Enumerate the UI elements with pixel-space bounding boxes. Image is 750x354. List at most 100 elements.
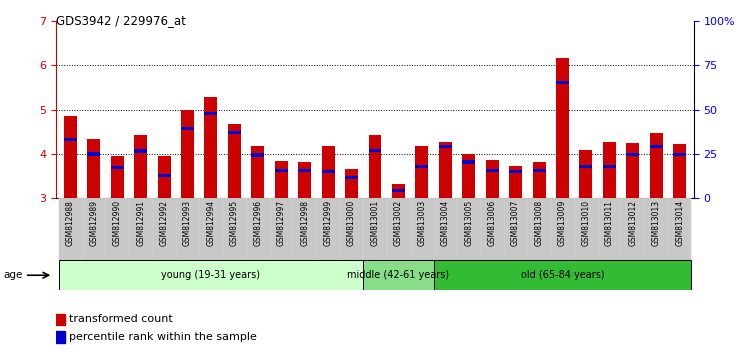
Bar bbox=[532, 169, 545, 172]
Bar bbox=[298, 161, 311, 198]
Bar bbox=[181, 127, 194, 130]
Bar bbox=[486, 160, 499, 198]
Bar bbox=[58, 260, 363, 290]
Bar bbox=[228, 124, 241, 198]
Bar bbox=[410, 198, 434, 260]
Text: percentile rank within the sample: percentile rank within the sample bbox=[70, 332, 257, 342]
Text: young (19-31 years): young (19-31 years) bbox=[161, 270, 260, 280]
Bar bbox=[580, 150, 592, 198]
Text: GSM813001: GSM813001 bbox=[370, 200, 380, 246]
Text: GSM812997: GSM812997 bbox=[277, 200, 286, 246]
Bar bbox=[532, 161, 545, 198]
Bar bbox=[158, 173, 170, 177]
Bar bbox=[228, 131, 241, 135]
Bar bbox=[56, 314, 65, 325]
Bar bbox=[598, 198, 621, 260]
Text: GSM813006: GSM813006 bbox=[488, 200, 496, 246]
Bar bbox=[246, 198, 269, 260]
Bar bbox=[433, 260, 692, 290]
Bar bbox=[363, 198, 387, 260]
Text: GSM813005: GSM813005 bbox=[464, 200, 473, 246]
Bar bbox=[87, 152, 100, 156]
Text: GSM812998: GSM812998 bbox=[300, 200, 309, 246]
Bar bbox=[251, 146, 264, 198]
Bar bbox=[129, 198, 152, 260]
Bar bbox=[158, 156, 170, 198]
Text: transformed count: transformed count bbox=[70, 314, 173, 324]
Bar bbox=[439, 142, 452, 198]
Text: GSM813000: GSM813000 bbox=[347, 200, 356, 246]
Bar bbox=[644, 198, 668, 260]
Bar bbox=[550, 198, 574, 260]
Bar bbox=[626, 153, 639, 156]
Text: old (65-84 years): old (65-84 years) bbox=[520, 270, 605, 280]
Bar bbox=[111, 166, 124, 169]
Text: GSM812995: GSM812995 bbox=[230, 200, 238, 246]
Bar bbox=[621, 198, 644, 260]
Bar bbox=[64, 138, 76, 142]
Text: GSM813011: GSM813011 bbox=[604, 200, 613, 246]
Text: GSM812988: GSM812988 bbox=[66, 200, 75, 246]
Bar bbox=[251, 153, 264, 156]
Bar bbox=[368, 149, 382, 152]
Text: middle (42-61 years): middle (42-61 years) bbox=[347, 270, 449, 280]
Bar bbox=[345, 176, 358, 179]
Text: GSM813010: GSM813010 bbox=[581, 200, 590, 246]
Bar bbox=[274, 161, 288, 198]
Text: GSM813014: GSM813014 bbox=[675, 200, 684, 246]
Text: GSM813007: GSM813007 bbox=[512, 200, 520, 246]
Bar bbox=[416, 165, 428, 168]
Text: GSM812996: GSM812996 bbox=[254, 200, 262, 246]
Bar bbox=[298, 169, 311, 172]
Text: GSM813013: GSM813013 bbox=[652, 200, 661, 246]
Bar bbox=[223, 198, 246, 260]
Bar bbox=[580, 165, 592, 168]
Text: GSM812992: GSM812992 bbox=[160, 200, 169, 246]
Bar bbox=[462, 160, 476, 164]
Bar bbox=[368, 135, 382, 198]
Bar bbox=[87, 138, 100, 198]
Bar bbox=[316, 198, 340, 260]
Bar bbox=[626, 143, 639, 198]
Text: GSM812991: GSM812991 bbox=[136, 200, 146, 246]
Bar bbox=[509, 170, 522, 173]
Bar bbox=[58, 198, 82, 260]
Bar bbox=[650, 145, 663, 148]
Bar bbox=[668, 198, 692, 260]
Text: GSM813004: GSM813004 bbox=[441, 200, 450, 246]
Bar bbox=[457, 198, 481, 260]
Bar bbox=[481, 198, 504, 260]
Bar bbox=[82, 198, 106, 260]
Bar bbox=[556, 81, 569, 84]
Text: GSM812994: GSM812994 bbox=[206, 200, 215, 246]
Bar bbox=[176, 198, 200, 260]
Bar bbox=[486, 169, 499, 172]
Bar bbox=[603, 165, 616, 168]
Bar bbox=[205, 97, 218, 198]
Bar bbox=[322, 170, 334, 173]
Bar bbox=[439, 145, 452, 148]
Text: age: age bbox=[4, 270, 23, 280]
Bar bbox=[674, 153, 686, 156]
Text: GSM812999: GSM812999 bbox=[323, 200, 332, 246]
Bar bbox=[64, 116, 76, 198]
Bar bbox=[603, 142, 616, 198]
Bar bbox=[181, 110, 194, 198]
Bar bbox=[200, 198, 223, 260]
Text: GSM813012: GSM813012 bbox=[628, 200, 638, 246]
Text: GSM813002: GSM813002 bbox=[394, 200, 403, 246]
Bar bbox=[527, 198, 550, 260]
Text: GSM812993: GSM812993 bbox=[183, 200, 192, 246]
Bar bbox=[205, 112, 218, 115]
Bar bbox=[509, 166, 522, 198]
Bar bbox=[433, 198, 457, 260]
Text: GDS3942 / 229976_at: GDS3942 / 229976_at bbox=[56, 14, 186, 27]
Bar bbox=[269, 198, 293, 260]
Bar bbox=[650, 133, 663, 198]
Bar bbox=[345, 169, 358, 198]
Text: GSM813003: GSM813003 bbox=[417, 200, 426, 246]
Bar bbox=[504, 198, 527, 260]
Bar bbox=[462, 154, 476, 198]
Bar bbox=[322, 146, 334, 198]
Bar bbox=[56, 331, 65, 343]
